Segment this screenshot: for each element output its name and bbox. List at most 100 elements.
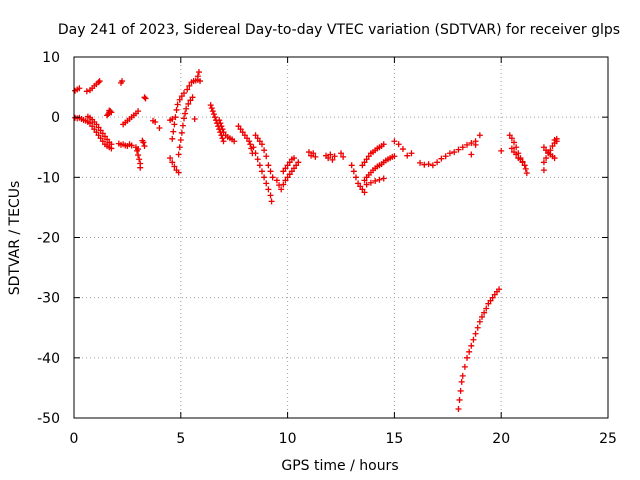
data-point: [361, 189, 368, 196]
data-point: [140, 139, 147, 146]
data-point: [372, 177, 379, 184]
data-point: [540, 144, 547, 151]
data-point: [171, 163, 178, 170]
data-point: [97, 135, 104, 142]
data-point: [331, 153, 338, 160]
x-tick-label: 0: [70, 431, 79, 447]
data-point: [220, 138, 227, 145]
data-point: [455, 146, 462, 153]
data-point: [425, 161, 432, 168]
x-tick-label: 10: [279, 431, 297, 447]
data-point: [265, 186, 272, 193]
data-point: [191, 115, 198, 122]
data-point: [99, 130, 106, 137]
data-point: [361, 159, 368, 166]
data-point: [177, 137, 184, 144]
data-point: [357, 183, 364, 190]
data-point: [169, 115, 176, 122]
data-point: [508, 145, 515, 152]
data-point: [142, 95, 149, 102]
data-point: [256, 138, 263, 145]
data-point: [182, 110, 189, 117]
data-point: [380, 141, 387, 148]
data-point: [513, 144, 520, 151]
data-point: [95, 79, 102, 86]
data-point: [468, 140, 475, 147]
data-point: [286, 171, 293, 178]
data-point: [217, 120, 224, 127]
y-tick-label: -40: [37, 351, 60, 367]
data-point: [171, 121, 178, 128]
data-point: [312, 153, 319, 160]
data-point: [175, 169, 182, 176]
data-point: [365, 153, 372, 160]
data-point: [208, 105, 215, 112]
data-point: [219, 135, 226, 142]
data-point: [459, 144, 466, 151]
data-point: [459, 372, 466, 379]
data-point: [474, 324, 481, 331]
data-point: [263, 153, 270, 160]
data-point: [254, 135, 261, 142]
data-point: [468, 342, 475, 349]
data-point: [87, 120, 94, 127]
data-point: [108, 141, 115, 148]
data-point: [152, 118, 159, 125]
data-point: [508, 135, 515, 142]
data-point: [340, 153, 347, 160]
data-point: [327, 151, 334, 158]
data-point: [258, 141, 265, 148]
data-point: [187, 97, 194, 104]
data-point: [363, 181, 370, 188]
x-tick-label: 5: [176, 431, 185, 447]
data-point: [175, 151, 182, 158]
data-point: [135, 108, 142, 115]
data-point: [104, 112, 111, 119]
data-point: [458, 378, 465, 385]
data-point: [391, 138, 398, 145]
data-point: [472, 330, 479, 337]
data-point: [478, 313, 485, 320]
y-tick-label: -20: [37, 231, 60, 247]
data-point: [522, 165, 529, 172]
data-point: [181, 90, 188, 97]
data-point: [523, 170, 530, 177]
x-axis-label: GPS time / hours: [281, 458, 398, 474]
data-point: [284, 162, 291, 169]
data-point: [239, 129, 246, 136]
data-point: [291, 165, 298, 172]
data-point: [169, 135, 176, 142]
data-point: [461, 363, 468, 370]
data-point: [211, 114, 218, 121]
data-point: [417, 159, 424, 166]
data-point: [464, 354, 471, 361]
data-point: [540, 159, 547, 166]
data-point: [511, 139, 518, 146]
data-point: [135, 152, 142, 159]
data-point: [491, 291, 498, 298]
data-point: [197, 78, 204, 85]
data-point: [183, 105, 190, 112]
data-point: [250, 144, 257, 151]
data-point: [547, 147, 554, 154]
data-point: [93, 129, 100, 136]
data-point: [267, 192, 274, 199]
data-point: [89, 123, 96, 130]
data-point: [252, 132, 259, 139]
data-point: [261, 174, 268, 181]
data-point: [246, 138, 253, 145]
data-point: [219, 126, 226, 133]
data-point: [136, 156, 143, 163]
data-point: [220, 129, 227, 136]
data-point: [361, 177, 368, 184]
data-point: [457, 387, 464, 394]
data-point: [207, 102, 214, 109]
data-point: [269, 174, 276, 181]
data-point: [291, 155, 298, 162]
data-point: [195, 69, 202, 76]
data-point: [476, 318, 483, 325]
data-point: [355, 180, 362, 187]
data-point: [263, 180, 270, 187]
